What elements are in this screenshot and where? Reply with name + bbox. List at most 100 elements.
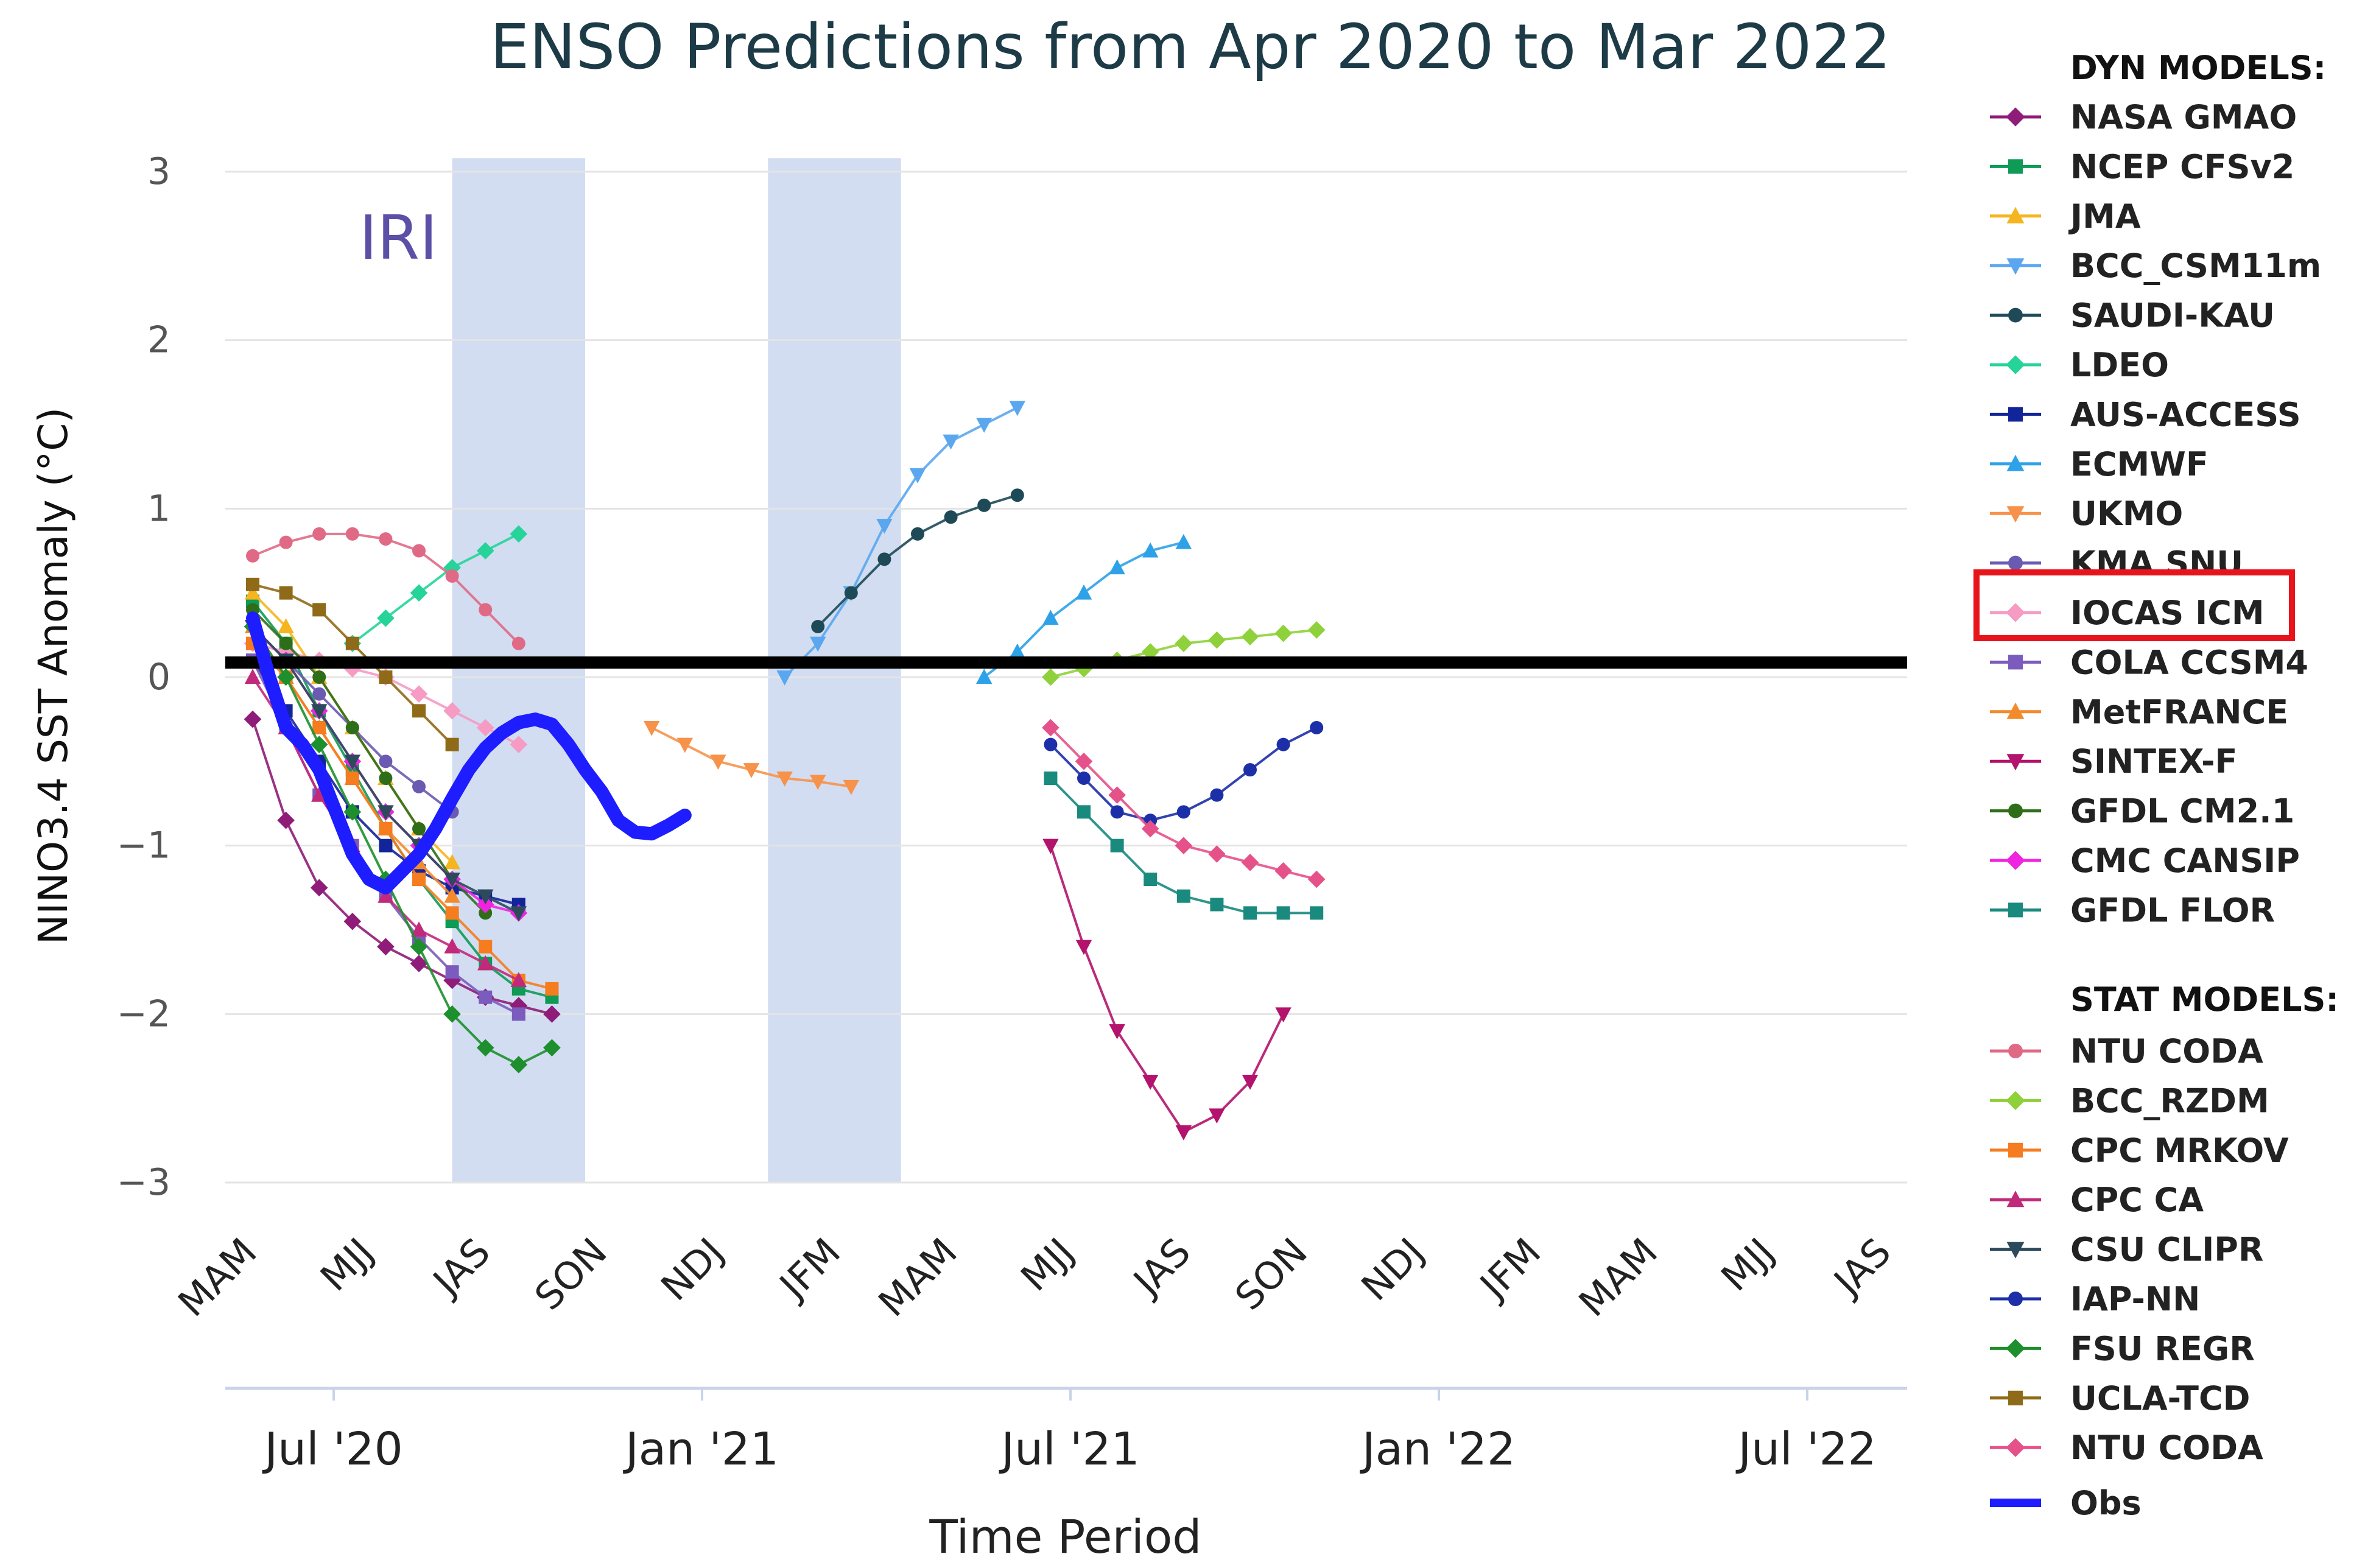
data-point [345, 721, 359, 734]
legend-item-cpc-mrkov[interactable]: CPC MRKOV [1990, 1131, 2289, 1170]
data-point [510, 972, 527, 987]
data-point [510, 736, 528, 753]
legend-label: BCC_CSM11m [2070, 247, 2321, 285]
legend-item-ecmwf[interactable]: ECMWF [1990, 445, 2209, 483]
series-ldeo [343, 525, 528, 652]
data-point [244, 584, 261, 600]
data-point [1109, 559, 1125, 575]
data-point [976, 418, 993, 433]
legend-item-bcc-rzdm[interactable]: BCC_RZDM [1990, 1081, 2269, 1120]
legend-item-jma[interactable]: JMA [1990, 197, 2141, 236]
data-point [1307, 870, 1326, 888]
legend-label: UCLA-TCD [2070, 1379, 2250, 1418]
legend-marker [2006, 506, 2025, 523]
legend-marker [2006, 1338, 2025, 1358]
data-point [876, 519, 893, 534]
data-point [1142, 1075, 1159, 1090]
data-point [443, 702, 461, 720]
legend-item-cmc-cansip[interactable]: CMC CANSIP [1990, 842, 2300, 880]
legend-item-gfdl-cm2-1[interactable]: GFDL CM2.1 [1990, 792, 2294, 831]
legend-label: MetFRANCE [2070, 693, 2288, 731]
data-point [410, 685, 428, 703]
data-point [1075, 584, 1092, 600]
data-point [944, 510, 958, 524]
legend-label: CSU CLIPR [2070, 1231, 2263, 1269]
legend-marker [2008, 1292, 2023, 1306]
legend-item-ntu-coda[interactable]: NTU CODA [1990, 1429, 2263, 1467]
data-point [1274, 862, 1292, 880]
data-point [312, 527, 326, 541]
data-point [312, 687, 326, 701]
data-point [379, 532, 393, 546]
data-point [377, 938, 395, 955]
data-point [1009, 643, 1025, 659]
legend-label: AUS-ACCESS [2070, 395, 2301, 434]
legend-label: CMC CANSIP [2070, 842, 2300, 880]
data-point [543, 1039, 561, 1056]
series-ukmo [644, 721, 859, 795]
legend-item-gfdl-flor[interactable]: GFDL FLOR [1990, 891, 2275, 929]
legend-item-nasa-gmao[interactable]: NASA GMAO [1990, 98, 2297, 136]
legend-item-cola-ccsm4[interactable]: COLA CCSM4 [1990, 643, 2308, 681]
legend-item-iap-nn[interactable]: IAP-NN [1990, 1280, 2200, 1318]
legend-item-bcc-csm11m[interactable]: BCC_CSM11m [1990, 247, 2321, 285]
data-point [412, 704, 426, 718]
data-point [1144, 873, 1158, 886]
data-point [311, 704, 328, 720]
data-point [443, 1005, 461, 1023]
legend-label: ECMWF [2070, 445, 2209, 483]
legend-item-fsu-regr[interactable]: FSU REGR [1990, 1329, 2255, 1368]
data-point [1075, 940, 1092, 955]
data-point [477, 889, 494, 905]
series-ucla-tcd [246, 577, 459, 751]
data-point [279, 636, 293, 650]
legend-item-obs[interactable]: Obs [1990, 1484, 2142, 1522]
legend-item-sintex-f[interactable]: SINTEX-F [1990, 742, 2237, 781]
legend-marker [2008, 555, 2023, 571]
legend-item-ntu-coda[interactable]: NTU CODA [1990, 1032, 2263, 1071]
data-point [1110, 805, 1124, 819]
legend-label: BCC_RZDM [2070, 1081, 2269, 1120]
legend-item-saudi-kau[interactable]: SAUDI-KAU [1990, 297, 2275, 335]
data-point [312, 603, 326, 617]
data-point [1274, 624, 1292, 642]
data-point [810, 775, 826, 790]
legend-item-ncep-cfsv2[interactable]: NCEP CFSv2 [1990, 147, 2294, 186]
legend-item-csu-clipr[interactable]: CSU CLIPR [1990, 1231, 2263, 1269]
series-bcc-csm11m [776, 401, 1025, 686]
data-point [1077, 772, 1091, 785]
legend-item-metfrance[interactable]: MetFRANCE [1990, 693, 2288, 731]
season-label: SON [526, 1229, 616, 1319]
legend-marker [2006, 1438, 2025, 1457]
legend-marker [2006, 206, 2025, 223]
legend-item-cpc-ca[interactable]: CPC CA [1990, 1181, 2204, 1219]
legend-marker [2008, 902, 2023, 918]
series-ecmwf [976, 533, 1192, 684]
data-point [410, 955, 428, 972]
data-point [1109, 1024, 1125, 1039]
data-point [310, 736, 328, 753]
data-point [410, 938, 428, 955]
legend-label: LDEO [2070, 346, 2169, 384]
legend-item-kma-snu[interactable]: KMA SNU [1990, 544, 2243, 583]
date-label: Jul '20 [262, 1423, 402, 1475]
season-label: MAM [870, 1229, 966, 1325]
data-point [444, 854, 460, 870]
legend-item-ucla-tcd[interactable]: UCLA-TCD [1990, 1379, 2250, 1418]
legend-item-aus-access[interactable]: AUS-ACCESS [1990, 395, 2301, 434]
data-point [444, 873, 460, 888]
y-tick-label: 2 [147, 319, 170, 362]
legend-marker [2006, 754, 2025, 771]
data-point [412, 779, 426, 793]
series-line [1049, 845, 1285, 1134]
legend-item-ldeo[interactable]: LDEO [1990, 346, 2169, 384]
data-point [811, 620, 825, 633]
data-point [343, 803, 362, 821]
y-tick-label: −1 [117, 824, 170, 867]
chart-title: ENSO Predictions from Apr 2020 to Mar 20… [490, 11, 1891, 83]
legend-item-iocas-icm[interactable]: IOCAS ICM [1990, 594, 2265, 632]
data-point [1042, 610, 1059, 625]
data-point [909, 468, 926, 483]
legend-item-ukmo[interactable]: UKMO [1990, 494, 2183, 533]
data-point [1241, 628, 1259, 645]
